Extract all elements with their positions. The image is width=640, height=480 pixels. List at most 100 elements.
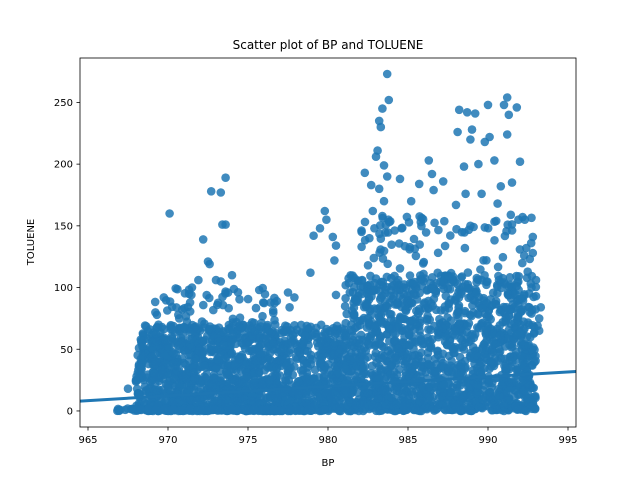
- scatter-point: [170, 339, 180, 348]
- scatter-point: [514, 390, 523, 400]
- scatter-point: [273, 379, 282, 388]
- scatter-point: [270, 315, 279, 325]
- scatter-point: [295, 348, 305, 358]
- scatter-point: [518, 352, 527, 361]
- scatter-point: [218, 220, 227, 229]
- scatter-point: [439, 380, 449, 389]
- y-axis: 0 50 100 150 200 250: [54, 98, 80, 417]
- scatter-point: [484, 312, 494, 322]
- scatter-point: [393, 284, 402, 293]
- scatter-point: [387, 240, 396, 249]
- scatter-point: [145, 325, 155, 334]
- scatter-point: [178, 372, 188, 382]
- scatter-point: [528, 248, 538, 258]
- scatter-point: [394, 321, 403, 331]
- scatter-point: [290, 321, 299, 330]
- scatter-point: [198, 349, 207, 359]
- scatter-point: [397, 224, 406, 233]
- scatter-point: [415, 275, 425, 284]
- scatter-point: [406, 196, 416, 206]
- scatter-point: [123, 384, 133, 394]
- scatter-point: [381, 400, 391, 409]
- scatter-point: [418, 382, 428, 392]
- scatter-point: [366, 331, 376, 341]
- scatter-point: [174, 314, 184, 323]
- scatter-point: [258, 298, 268, 307]
- scatter-point: [257, 318, 266, 328]
- scatter-point: [416, 217, 426, 227]
- scatter-point: [349, 303, 359, 313]
- scatter-point: [371, 274, 381, 283]
- scatter-point: [243, 294, 253, 304]
- scatter-point: [529, 383, 538, 393]
- scatter-point: [493, 199, 502, 208]
- scatter-point: [493, 405, 502, 415]
- scatter-point: [429, 185, 438, 195]
- scatter-point: [282, 361, 291, 371]
- scatter-point: [181, 312, 191, 321]
- scatter-point: [344, 278, 354, 288]
- scatter-point: [204, 325, 214, 335]
- scatter-point: [395, 264, 405, 273]
- scatter-point: [509, 290, 518, 300]
- scatter-point: [498, 273, 508, 283]
- scatter-point: [515, 157, 525, 166]
- scatter-point: [221, 173, 230, 182]
- scatter-point: [280, 336, 289, 346]
- scatter-point: [459, 391, 469, 401]
- scatter-point: [136, 354, 146, 364]
- scatter-point: [366, 180, 376, 190]
- scatter-point: [433, 268, 443, 278]
- scatter-point: [403, 395, 413, 405]
- scatter-point: [360, 168, 370, 178]
- scatter-point: [272, 394, 282, 403]
- scatter-point: [488, 347, 498, 357]
- scatter-point: [435, 314, 444, 324]
- scatter-point: [358, 363, 368, 373]
- scatter-point: [408, 279, 418, 288]
- y-tick-label: 100: [54, 283, 73, 294]
- x-tick-label: 995: [558, 435, 577, 446]
- scatter-point: [212, 396, 222, 406]
- scatter-point: [505, 311, 514, 321]
- scatter-point: [460, 243, 470, 253]
- scatter-point: [502, 93, 512, 102]
- scatter-point: [482, 325, 491, 335]
- scatter-point: [198, 235, 208, 244]
- scatter-point: [460, 228, 469, 237]
- scatter-point: [219, 328, 228, 337]
- scatter-point: [493, 262, 503, 272]
- scatter-point: [483, 100, 493, 110]
- scatter-point: [144, 404, 153, 414]
- scatter-point: [521, 342, 531, 351]
- scatter-point: [508, 357, 517, 367]
- scatter-point: [294, 389, 303, 399]
- scatter-point: [446, 231, 455, 240]
- scatter-point: [360, 384, 370, 394]
- scatter-point: [263, 363, 273, 372]
- scatter-point: [266, 375, 276, 385]
- scatter-point: [261, 334, 271, 344]
- scatter-point: [172, 303, 181, 312]
- scatter-point: [223, 288, 233, 297]
- scatter-point: [214, 356, 224, 366]
- data-points: [113, 69, 546, 416]
- scatter-point: [348, 271, 357, 280]
- scatter-point: [281, 354, 291, 364]
- scatter-point: [499, 392, 508, 401]
- scatter-point: [185, 298, 195, 307]
- scatter-point: [489, 339, 498, 349]
- scatter-point: [251, 356, 260, 366]
- scatter-point: [205, 293, 214, 303]
- scatter-point: [407, 298, 417, 308]
- scatter-point: [457, 289, 466, 299]
- scatter-point: [265, 391, 275, 401]
- scatter-point: [447, 356, 456, 366]
- plot-area: [80, 69, 576, 416]
- scatter-point: [343, 400, 352, 410]
- scatter-point: [413, 309, 423, 319]
- scatter-point: [205, 259, 214, 269]
- scatter-point: [506, 210, 516, 220]
- scatter-point: [480, 137, 490, 147]
- scatter-point: [274, 355, 284, 365]
